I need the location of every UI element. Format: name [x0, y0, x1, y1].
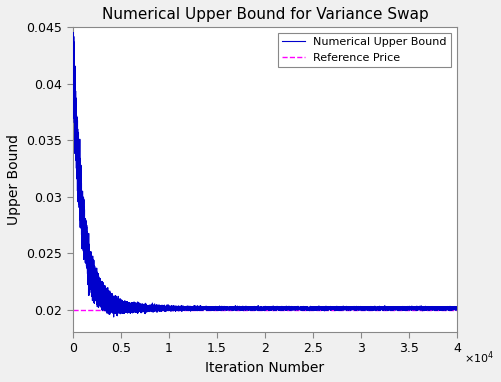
Numerical Upper Bound [111, 315, 117, 319]
Numerical Upper Bound [358, 306, 364, 311]
Numerical Upper Bound [184, 305, 190, 309]
Line: Numerical Upper Bound: Numerical Upper Bound [73, 33, 457, 317]
Text: $\times 10^4$: $\times 10^4$ [464, 350, 494, 366]
Numerical Upper Bound [91, 272, 97, 277]
Y-axis label: Upper Bound: Upper Bound [7, 134, 21, 225]
Numerical Upper Bound [246, 307, 252, 311]
Numerical Upper Bound [454, 307, 460, 311]
Numerical Upper Bound [314, 305, 320, 310]
Title: Numerical Upper Bound for Variance Swap: Numerical Upper Bound for Variance Swap [102, 7, 428, 22]
Numerical Upper Bound [70, 31, 76, 35]
Legend: Numerical Upper Bound, Reference Price: Numerical Upper Bound, Reference Price [278, 33, 451, 67]
Numerical Upper Bound [269, 307, 275, 311]
X-axis label: Iteration Number: Iteration Number [205, 361, 325, 375]
Numerical Upper Bound [70, 73, 76, 77]
Reference Price [70, 307, 76, 312]
Reference Price [70, 307, 76, 312]
